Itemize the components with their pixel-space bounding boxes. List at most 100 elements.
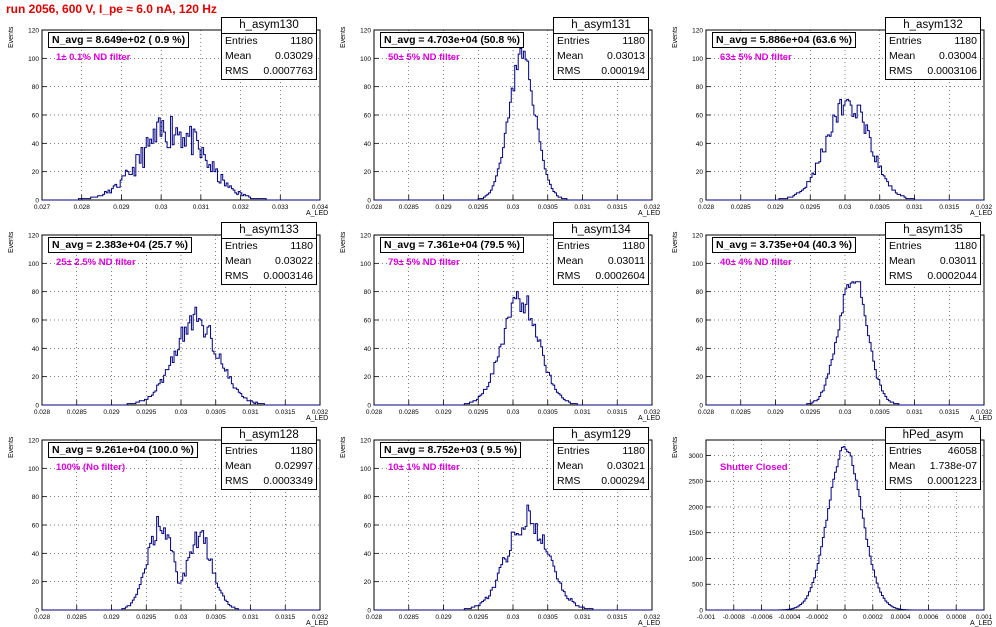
histogram-line bbox=[42, 306, 320, 406]
stats-label-rms: RMS bbox=[557, 65, 581, 77]
stats-value-mean: 0.03011 bbox=[939, 255, 977, 267]
x-tick-label: 0.029 bbox=[767, 409, 784, 416]
x-tick-label: 0.032 bbox=[312, 614, 329, 621]
stats-value-mean: 0.03029 bbox=[275, 50, 313, 62]
navg-label: N_avg = 8.649e+02 ( 0.9 %) bbox=[48, 32, 190, 48]
stats-row-rms: RMS 0.0003106 bbox=[886, 64, 980, 79]
stats-row-entries: Entries 1180 bbox=[222, 239, 316, 254]
stats-row-entries: Entries 1180 bbox=[554, 444, 648, 459]
stats-row-rms: RMS 0.0003349 bbox=[222, 474, 316, 489]
y-tick-label: 1000 bbox=[689, 556, 704, 563]
x-tick-label: 0.0285 bbox=[67, 409, 87, 416]
y-axis-label: Events bbox=[340, 436, 347, 458]
stats-label-rms: RMS bbox=[889, 65, 913, 77]
stats-box: h_asym130 Entries 1180 Mean 0.03029 RMS 0.0007… bbox=[221, 17, 317, 80]
y-tick-label: 100 bbox=[692, 56, 703, 63]
x-tick-label: 0.0305 bbox=[538, 409, 558, 416]
stats-value-rms: 0.0003106 bbox=[927, 65, 977, 77]
y-tick-label: 100 bbox=[28, 466, 39, 473]
filter-annotation: 40± 4% ND filter bbox=[720, 257, 792, 268]
histogram-pad-h_asym134: 0.028 0.0285 0.029 0.0295 0.03 0.0305 0.031 0.0… bbox=[332, 217, 662, 422]
y-tick-label: 40 bbox=[364, 346, 372, 353]
stats-box: h_asym129 Entries 1180 Mean 0.03021 RMS 0.0002… bbox=[553, 427, 649, 490]
stats-row-mean: Mean 0.03011 bbox=[554, 254, 648, 269]
x-tick-label: 0.0295 bbox=[800, 204, 820, 211]
navg-label: N_avg = 4.703e+04 (50.8 %) bbox=[380, 32, 525, 48]
filter-annotation: 1± 0.1% ND filter bbox=[56, 52, 131, 63]
stats-row-rms: RMS 0.000294 bbox=[554, 474, 648, 489]
x-tick-label: 0.0285 bbox=[399, 409, 419, 416]
x-tick-label: 0.0285 bbox=[67, 614, 87, 621]
filter-annotation: 10± 1% ND filter bbox=[388, 462, 460, 473]
x-tick-label: 0.028 bbox=[34, 614, 51, 621]
stats-row-mean: Mean 0.03029 bbox=[222, 49, 316, 64]
y-tick-label: 60 bbox=[32, 113, 40, 120]
y-tick-label: 60 bbox=[32, 318, 40, 325]
stats-label-entries: Entries bbox=[557, 445, 590, 457]
x-tick-label: 0 bbox=[843, 614, 847, 621]
x-tick-label: 0.0285 bbox=[731, 204, 751, 211]
stats-row-mean: Mean 0.03022 bbox=[222, 254, 316, 269]
stats-box: hPed_asym Entries 46058 Mean 1.738e-07 RMS 0.0… bbox=[885, 427, 981, 490]
y-tick-label: 60 bbox=[696, 113, 704, 120]
y-tick-label: 120 bbox=[28, 438, 39, 445]
stats-row-rms: RMS 0.0001223 bbox=[886, 474, 980, 489]
histogram-pad-h_asym128: 0.028 0.0285 0.029 0.0295 0.03 0.0305 0.031 0.0… bbox=[0, 422, 330, 627]
y-tick-label: 20 bbox=[32, 374, 40, 381]
y-tick-label: 20 bbox=[364, 169, 372, 176]
stats-label-entries: Entries bbox=[225, 35, 258, 47]
y-axis-label: Events bbox=[340, 231, 347, 253]
stats-value-mean: 0.03011 bbox=[607, 255, 645, 267]
histogram-line bbox=[706, 281, 984, 406]
x-tick-label: 0.032 bbox=[232, 204, 249, 211]
x-tick-label: 0.032 bbox=[644, 409, 661, 416]
stats-label-rms: RMS bbox=[557, 270, 581, 282]
x-axis-label: A_LED bbox=[638, 210, 661, 217]
x-tick-label: 0.032 bbox=[976, 409, 993, 416]
x-tick-label: 0.032 bbox=[644, 614, 661, 621]
y-tick-label: 60 bbox=[32, 523, 40, 530]
x-tick-label: 0.03 bbox=[839, 409, 852, 416]
stats-label-mean: Mean bbox=[225, 460, 252, 472]
x-tick-label: 0.001 bbox=[976, 614, 993, 621]
y-axis-label: Events bbox=[340, 26, 347, 48]
y-tick-label: 100 bbox=[360, 261, 371, 268]
stats-row-rms: RMS 0.0002604 bbox=[554, 269, 648, 284]
histogram-plot-h_asym130: 0.027 0.028 0.029 0.03 0.031 0.032 0.033 0.034 0… bbox=[28, 28, 328, 212]
y-tick-label: 0 bbox=[367, 198, 371, 205]
histogram-line bbox=[374, 47, 652, 201]
y-tick-label: 100 bbox=[360, 56, 371, 63]
run-title: run 2056, 600 V, I_pe ≈ 6.0 nA, 120 Hz bbox=[6, 2, 217, 16]
x-tick-label: 0.0315 bbox=[939, 204, 959, 211]
x-tick-label: -0.0004 bbox=[778, 614, 800, 621]
navg-label: N_avg = 3.735e+04 (40.3 %) bbox=[712, 237, 857, 253]
navg-label: N_avg = 5.886e+04 (63.6 %) bbox=[712, 32, 857, 48]
x-tick-label: 0.0295 bbox=[800, 409, 820, 416]
x-tick-label: 0.0006 bbox=[918, 614, 938, 621]
y-tick-label: 40 bbox=[696, 346, 704, 353]
y-axis-label: Events bbox=[8, 436, 15, 458]
x-tick-label: 0.031 bbox=[906, 409, 923, 416]
x-tick-label: 0.03 bbox=[155, 204, 168, 211]
stats-value-mean: 0.03013 bbox=[607, 50, 645, 62]
stats-label-rms: RMS bbox=[225, 270, 249, 282]
y-tick-label: 40 bbox=[696, 141, 704, 148]
x-tick-label: 0.0305 bbox=[870, 409, 890, 416]
stats-value-entries: 46058 bbox=[947, 445, 977, 457]
stats-value-entries: 1180 bbox=[290, 35, 313, 47]
y-tick-label: 0 bbox=[699, 403, 703, 410]
stats-value-entries: 1180 bbox=[290, 445, 313, 457]
y-tick-label: 40 bbox=[32, 551, 40, 558]
stats-label-mean: Mean bbox=[889, 255, 916, 267]
x-tick-label: 0.032 bbox=[976, 204, 993, 211]
stats-value-rms: 0.000194 bbox=[601, 65, 645, 77]
stats-label-mean: Mean bbox=[557, 255, 584, 267]
y-axis-label: Events bbox=[8, 26, 15, 48]
stats-value-rms: 0.0002044 bbox=[927, 270, 977, 282]
histogram-name: h_asym130 bbox=[222, 18, 316, 34]
stats-label-mean: Mean bbox=[889, 460, 916, 472]
histogram-pad-h_asym132: 0.028 0.0285 0.029 0.0295 0.03 0.0305 0.031 0.0… bbox=[664, 12, 994, 217]
stats-label-rms: RMS bbox=[557, 475, 581, 487]
x-axis-label: A_LED bbox=[970, 415, 993, 422]
stats-label-mean: Mean bbox=[889, 50, 916, 62]
